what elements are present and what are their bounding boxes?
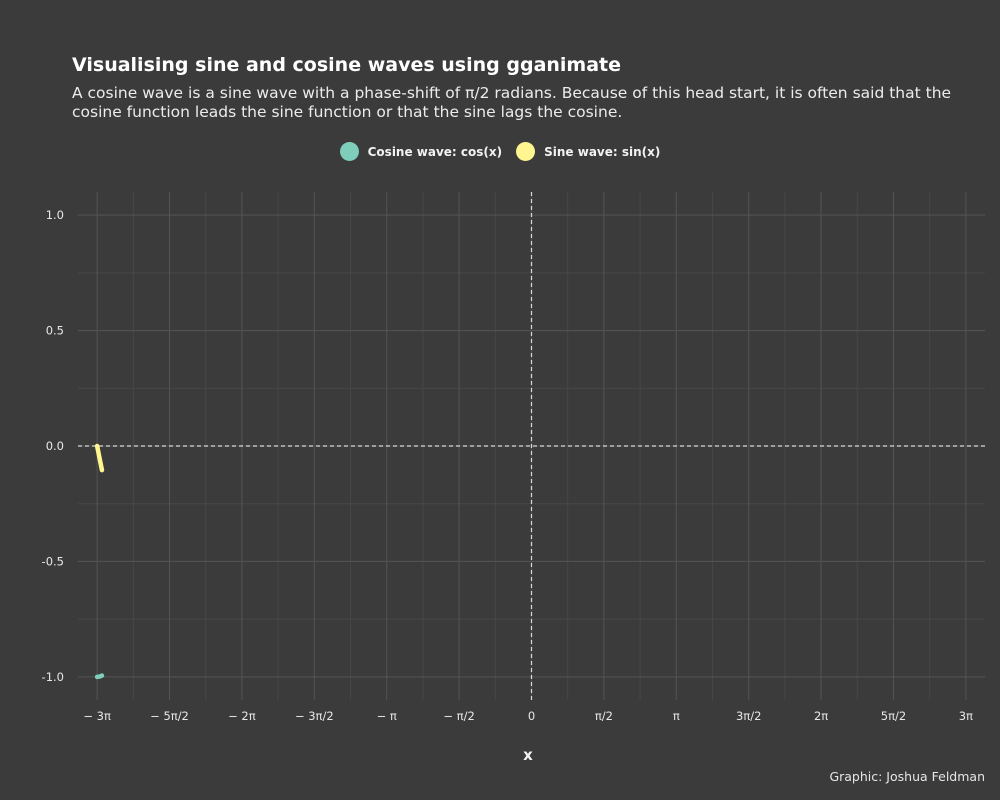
legend-item-sine: Sine wave: sin(x): [516, 142, 660, 161]
chart-title: Visualising sine and cosine waves using …: [72, 54, 622, 76]
x-tick-label: 0: [528, 709, 535, 723]
legend-label-cosine: Cosine wave: cos(x): [367, 144, 503, 159]
x-tick-label: 3π: [959, 709, 973, 723]
x-tick-labels: − 3π − 5π/2 − 2π − 3π/2 − π − π/2 0 π/2 π 3π/2 2π 5…: [83, 709, 973, 723]
x-tick-label: − 3π/2: [295, 709, 334, 723]
x-tick-label: − 5π/2: [150, 709, 189, 723]
legend-label-sine: Sine wave: sin(x): [544, 144, 661, 159]
y-tick-label: 0.0: [46, 439, 64, 453]
x-tick-label: − 2π: [228, 709, 256, 723]
x-tick-label: − π: [377, 709, 397, 723]
legend-key-cosine: [339, 142, 359, 161]
series-line-cosine: [94, 673, 105, 680]
y-tick-label: -1.0: [42, 670, 64, 684]
series-layer: [94, 443, 105, 680]
y-tick-label: 1.0: [46, 208, 64, 222]
y-tick-label: 0.5: [46, 324, 64, 338]
x-axis-title: x: [523, 746, 533, 764]
series-line-sine: [94, 443, 105, 473]
legend: Cosine wave: cos(x) Sine wave: sin(x): [0, 142, 1000, 161]
x-tick-label: − 3π: [83, 709, 111, 723]
x-tick-label: π/2: [595, 709, 613, 723]
x-tick-label: 2π: [814, 709, 828, 723]
caption: Graphic: Joshua Feldman: [829, 769, 985, 784]
x-tick-label: 5π/2: [881, 709, 906, 723]
x-tick-label: π: [673, 709, 680, 723]
reference-lines: [78, 192, 985, 700]
x-tick-label: − π/2: [443, 709, 474, 723]
y-tick-labels: 1.0 0.5 0.0 -0.5 -1.0: [42, 208, 64, 684]
chart-subtitle: A cosine wave is a sine wave with a phas…: [72, 84, 952, 121]
y-tick-label: -0.5: [42, 554, 64, 568]
legend-item-cosine: Cosine wave: cos(x): [339, 142, 503, 161]
x-tick-label: 3π/2: [736, 709, 761, 723]
legend-key-sine: [516, 142, 536, 161]
